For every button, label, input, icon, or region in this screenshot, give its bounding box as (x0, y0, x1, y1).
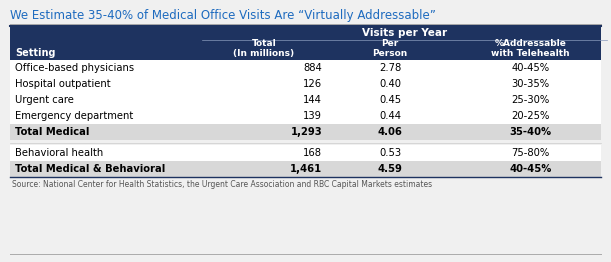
Bar (10, 124, 601, 140)
Bar (10, 92, 601, 108)
Text: Office-based physicians: Office-based physicians (15, 63, 134, 73)
Text: Behavioral health: Behavioral health (15, 148, 103, 158)
Bar (10, 76, 601, 92)
Text: Setting: Setting (15, 48, 56, 58)
Text: 75-80%: 75-80% (511, 148, 550, 158)
Text: 1,293: 1,293 (290, 127, 322, 137)
Text: Visits per Year: Visits per Year (362, 28, 447, 38)
Text: 20-25%: 20-25% (511, 111, 550, 121)
Text: 126: 126 (303, 79, 322, 89)
Bar (10, 145, 601, 161)
Text: Source: National Center for Health Statistics, the Urgent Care Association and R: Source: National Center for Health Stati… (12, 180, 432, 189)
Text: Urgent care: Urgent care (15, 95, 74, 105)
Text: %Addressable
with Telehealth: %Addressable with Telehealth (491, 39, 570, 58)
Text: 4.06: 4.06 (378, 127, 403, 137)
Text: 0.53: 0.53 (379, 148, 401, 158)
Text: 1,461: 1,461 (290, 164, 322, 174)
Text: Per
Person: Per Person (372, 39, 408, 58)
Bar (10, 108, 601, 124)
Bar (10, 26, 601, 60)
Text: Total
(In millions): Total (In millions) (233, 39, 295, 58)
Text: 168: 168 (303, 148, 322, 158)
Text: 0.44: 0.44 (379, 111, 401, 121)
Text: 0.40: 0.40 (379, 79, 401, 89)
Text: 144: 144 (303, 95, 322, 105)
Text: 884: 884 (303, 63, 322, 73)
Text: 4.59: 4.59 (378, 164, 403, 174)
Text: 40-45%: 40-45% (510, 164, 552, 174)
Bar (10, 60, 601, 76)
Text: 35-40%: 35-40% (510, 127, 552, 137)
Text: 25-30%: 25-30% (511, 95, 550, 105)
Text: 0.45: 0.45 (379, 95, 401, 105)
Text: Total Medical & Behavioral: Total Medical & Behavioral (15, 164, 165, 174)
Text: 139: 139 (303, 111, 322, 121)
Text: Hospital outpatient: Hospital outpatient (15, 79, 111, 89)
Text: 30-35%: 30-35% (511, 79, 549, 89)
Text: Emergency department: Emergency department (15, 111, 133, 121)
Bar (10, 161, 601, 177)
Text: We Estimate 35-40% of Medical Office Visits Are “Virtually Addressable”: We Estimate 35-40% of Medical Office Vis… (10, 9, 436, 22)
Text: Total Medical: Total Medical (15, 127, 89, 137)
Text: 40-45%: 40-45% (511, 63, 549, 73)
Text: 2.78: 2.78 (379, 63, 401, 73)
